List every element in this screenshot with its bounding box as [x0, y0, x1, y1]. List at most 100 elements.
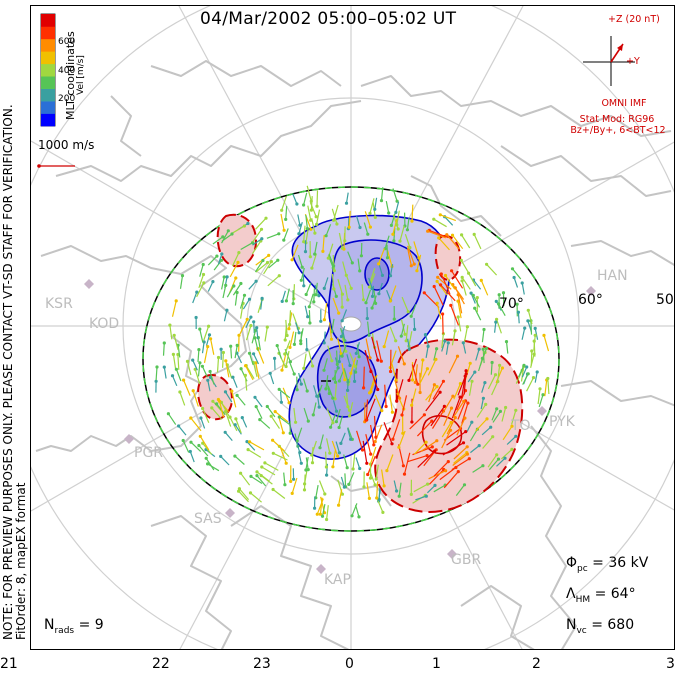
velocity-vector [432, 284, 444, 306]
velocity-vector [381, 469, 386, 488]
colorbar-swatch [41, 101, 55, 114]
velocity-vector [306, 185, 313, 203]
velocity-vector [389, 326, 398, 343]
mlt-label-2: 2 [532, 656, 541, 672]
velocity-vector [182, 378, 191, 396]
velocity-vector [233, 423, 242, 435]
velocity-vector [425, 385, 439, 401]
velocity-vector [233, 454, 245, 465]
velocity-vector [288, 331, 295, 349]
velocity-vector [481, 425, 493, 436]
velocity-vector [379, 187, 384, 203]
velocity-vector [302, 474, 307, 492]
velocity-vector [383, 422, 394, 446]
velocity-vector [446, 416, 457, 435]
velocity-vector [502, 424, 514, 441]
velocity-vector [362, 471, 366, 489]
velocity-vector [212, 235, 225, 245]
velocity-vector [269, 414, 280, 429]
velocity-vector [425, 390, 442, 412]
velocity-vector [289, 465, 293, 483]
velocity-vector [223, 308, 229, 322]
velocity-vector [305, 214, 309, 231]
velocity-vector [324, 451, 328, 469]
velocity-vector [299, 267, 305, 282]
station-label-ksr: KSR [45, 296, 73, 312]
velocity-vector [538, 393, 545, 408]
velocity-vector [346, 354, 352, 368]
velocity-vector [445, 233, 460, 250]
velocity-vector [385, 200, 391, 215]
velocity-vector [345, 274, 353, 290]
velocity-vector [488, 457, 501, 471]
velocity-vector [171, 299, 178, 317]
velocity-vector [389, 349, 393, 374]
velocity-vector [310, 253, 317, 270]
velocity-vector [252, 320, 256, 334]
velocity-vector [327, 345, 334, 363]
velocity-vector [295, 322, 301, 335]
velocity-vector [333, 369, 338, 384]
velocity-vector [252, 227, 264, 243]
velocity-vector [439, 465, 458, 481]
velocity-vector [334, 408, 341, 424]
velocity-vector [308, 310, 312, 325]
velocity-vector [331, 273, 336, 291]
velocity-vector [402, 452, 411, 476]
velocity-vector [239, 317, 249, 335]
velocity-vector [384, 384, 388, 409]
velocity-vector [443, 273, 456, 290]
velocity-vector [222, 283, 228, 299]
velocity-vector [155, 365, 159, 381]
velocity-vector [345, 392, 350, 409]
velocity-vector [284, 288, 290, 303]
velocity-vector [231, 251, 241, 267]
velocity-vector [366, 482, 371, 500]
velocity-vector [338, 232, 344, 250]
stat-cross-polar-potential: Φpc = 36 kV [566, 555, 649, 574]
velocity-vector [191, 389, 199, 407]
velocity-vector [426, 229, 447, 239]
velocity-vector [332, 366, 339, 381]
velocity-vector [210, 406, 223, 420]
velocity-vector [395, 210, 400, 227]
velocity-vector [277, 415, 291, 426]
velocity-vector [347, 210, 351, 229]
magnetic-pole-marker [340, 316, 362, 332]
velocity-vector [407, 338, 411, 351]
velocity-vector [423, 333, 430, 347]
velocity-vector [283, 340, 291, 356]
velocity-vector [237, 489, 249, 503]
velocity-vector [439, 272, 451, 295]
velocity-vector [332, 297, 341, 315]
velocity-vector [442, 441, 466, 456]
velocity-vector [319, 309, 323, 323]
velocity-vector [277, 387, 291, 399]
velocity-vector [240, 416, 248, 428]
velocity-vector [271, 487, 286, 499]
velocity-vector [453, 445, 469, 460]
velocity-vector [221, 350, 225, 368]
velocity-vector [364, 289, 372, 305]
velocity-vector [252, 352, 260, 365]
velocity-vector [317, 395, 321, 409]
velocity-vector [501, 291, 506, 307]
velocity-vector [293, 407, 298, 424]
velocity-vector [417, 449, 437, 468]
velocity-vector [344, 192, 349, 205]
velocity-vector [362, 440, 369, 465]
velocity-vector [329, 322, 334, 341]
velocity-vector [359, 242, 363, 258]
station-label-gbr: GBR [451, 552, 482, 568]
velocity-vector [456, 315, 462, 332]
station-label-sas: SAS [194, 511, 222, 527]
velocity-vector [526, 308, 533, 325]
velocity-vector [409, 479, 413, 496]
velocity-vector [268, 258, 280, 269]
velocity-vector [313, 496, 317, 510]
velocity-vector [432, 217, 447, 228]
velocity-vector [343, 454, 349, 470]
velocity-vector [376, 499, 385, 514]
velocity-vector [207, 280, 215, 292]
velocity-vector [385, 244, 390, 260]
